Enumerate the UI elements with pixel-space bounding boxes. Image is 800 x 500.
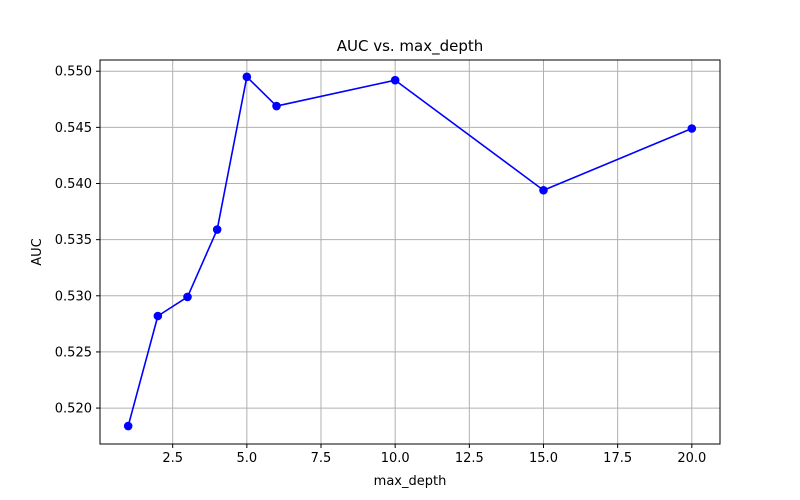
y-tick-label: 0.525 <box>55 345 92 360</box>
data-point <box>539 185 548 195</box>
data-point <box>123 421 133 431</box>
y-tick-label: 0.530 <box>55 289 92 304</box>
y-tick-label: 0.550 <box>55 65 92 80</box>
data-point <box>242 72 252 82</box>
x-tick-label: 7.5 <box>311 451 332 466</box>
x-axis-title: max_depth <box>374 474 447 489</box>
y-tick-label: 0.535 <box>55 233 92 248</box>
x-tick-label: 5.0 <box>236 451 257 466</box>
data-point <box>272 101 281 111</box>
data-point <box>687 124 697 133</box>
y-axis-ticks: 0.520 0.525 0.530 0.535 0.540 0.545 0.550 <box>55 65 100 417</box>
y-axis-title: AUC <box>30 238 45 266</box>
grid-lines <box>100 60 720 444</box>
data-point <box>153 311 163 321</box>
x-axis-ticks: 2.5 5.0 7.5 10.0 12.5 15.0 17.5 20.0 <box>162 444 706 466</box>
y-tick-label: 0.520 <box>55 402 92 417</box>
x-tick-label: 10.0 <box>381 451 410 466</box>
x-tick-label: 17.5 <box>603 451 632 466</box>
y-tick-label: 0.545 <box>55 121 92 136</box>
x-tick-label: 15.0 <box>529 451 558 466</box>
x-tick-label: 20.0 <box>677 451 706 466</box>
data-point <box>390 75 400 85</box>
x-tick-label: 2.5 <box>162 451 183 466</box>
data-point <box>212 225 222 234</box>
y-tick-label: 0.540 <box>55 177 92 192</box>
plot-frame <box>99 59 721 445</box>
chart-title: AUC vs. max_depth <box>337 37 484 56</box>
series-group <box>123 72 697 431</box>
x-tick-label: 12.5 <box>455 451 484 466</box>
data-point <box>183 292 192 302</box>
